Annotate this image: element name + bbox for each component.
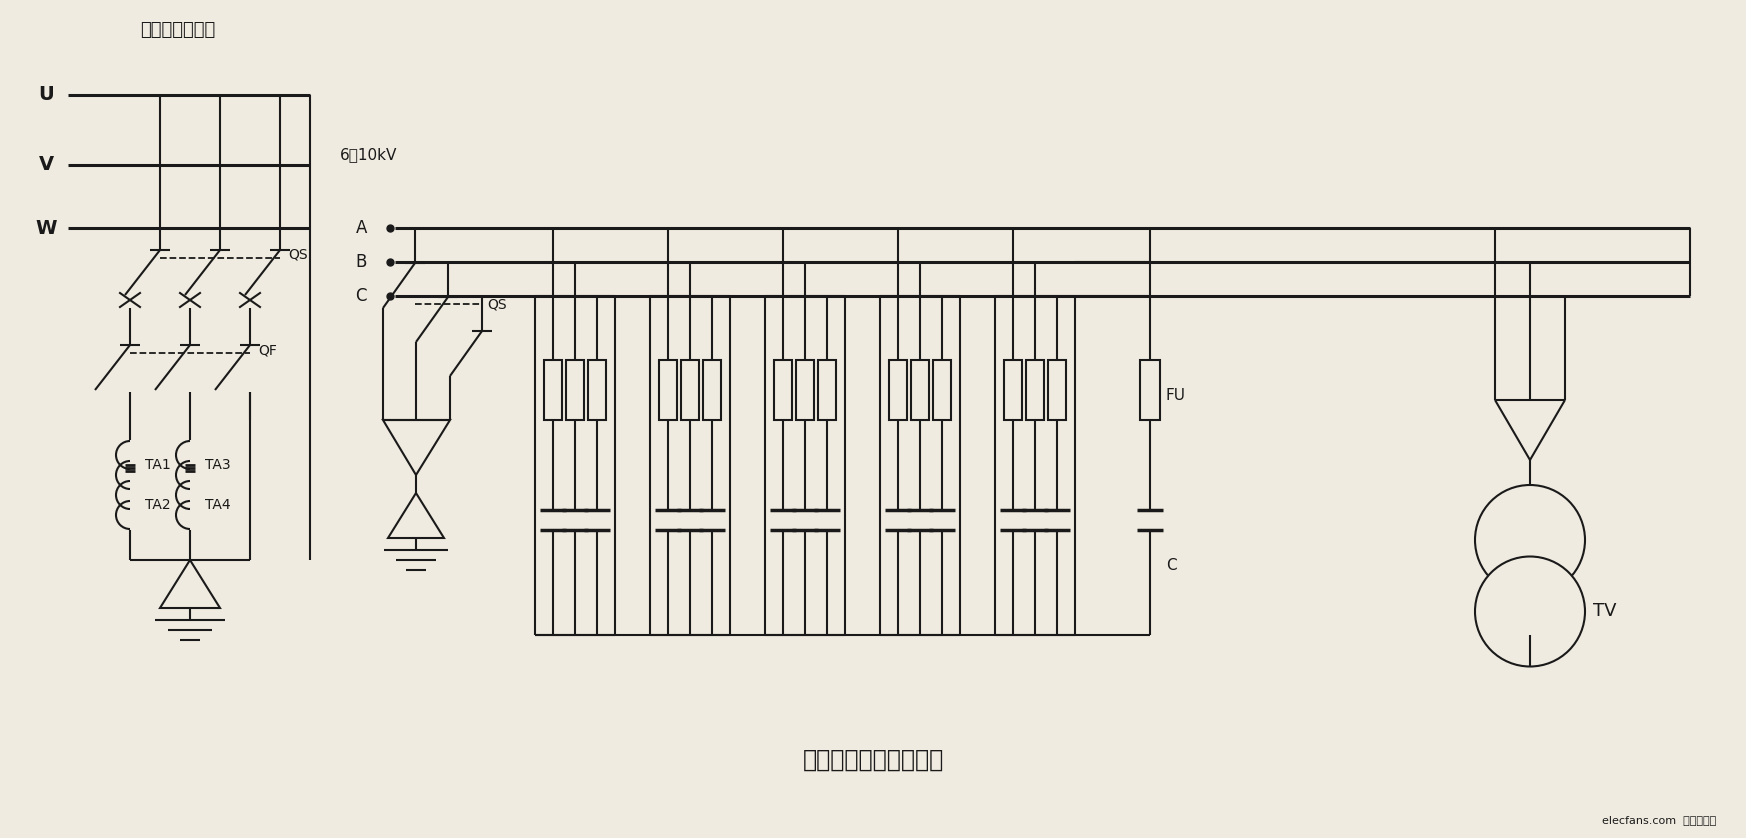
Bar	[658, 360, 677, 420]
Circle shape	[1475, 485, 1585, 595]
Bar	[1140, 360, 1159, 420]
Bar	[1004, 360, 1021, 420]
Bar	[566, 360, 583, 420]
Text: V: V	[38, 156, 54, 174]
Bar	[889, 360, 906, 420]
Text: TA4: TA4	[204, 498, 230, 512]
Text: FU: FU	[1166, 387, 1186, 402]
Bar	[932, 360, 952, 420]
Bar	[1048, 360, 1067, 420]
Text: 6～10kV: 6～10kV	[340, 147, 398, 163]
Text: TA2: TA2	[145, 498, 171, 512]
Bar	[817, 360, 836, 420]
Text: B: B	[356, 253, 367, 271]
Text: TA3: TA3	[204, 458, 230, 472]
Text: 变电所高压母线: 变电所高压母线	[140, 21, 215, 39]
Text: QF: QF	[258, 343, 278, 357]
Text: TV: TV	[1592, 603, 1617, 620]
Bar	[681, 360, 698, 420]
Text: QS: QS	[487, 297, 506, 311]
Bar	[911, 360, 929, 420]
Text: elecfans.com  电子发烧友: elecfans.com 电子发烧友	[1601, 815, 1716, 825]
Bar	[1027, 360, 1044, 420]
Bar	[704, 360, 721, 420]
Text: C: C	[1166, 557, 1177, 572]
Text: C: C	[356, 287, 367, 305]
Text: W: W	[35, 219, 58, 237]
Text: TA1: TA1	[145, 458, 171, 472]
Polygon shape	[382, 420, 450, 475]
Polygon shape	[388, 493, 443, 538]
Polygon shape	[161, 560, 220, 608]
Bar	[545, 360, 562, 420]
Circle shape	[1475, 556, 1585, 666]
Bar	[588, 360, 606, 420]
Text: U: U	[38, 85, 54, 105]
Text: A: A	[356, 219, 367, 237]
Text: 高压集中补偿电容电路: 高压集中补偿电容电路	[803, 748, 943, 772]
Bar	[773, 360, 793, 420]
Bar	[796, 360, 814, 420]
Text: QS: QS	[288, 248, 307, 262]
